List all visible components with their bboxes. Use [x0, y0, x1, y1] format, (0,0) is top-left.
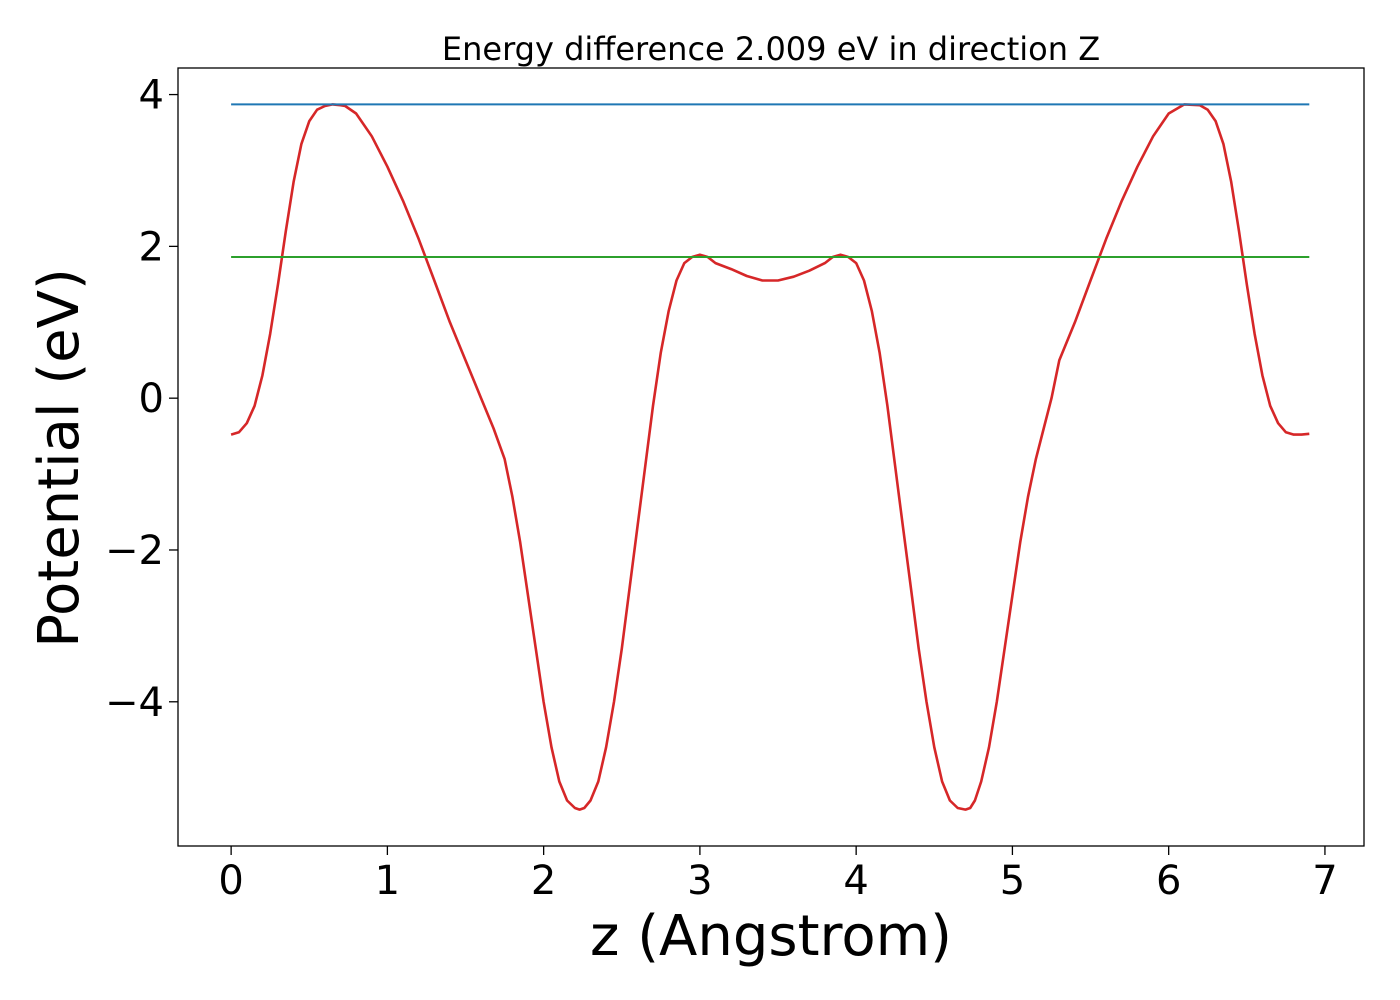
y-tick-label: −2	[105, 528, 164, 574]
chart-title: Energy difference 2.009 eV in direction …	[442, 30, 1100, 68]
y-tick-label: 0	[139, 376, 164, 422]
x-axis-ticks: 0 1 2 3 4 5 6 7	[218, 846, 1338, 904]
plot-frame	[177, 67, 1365, 847]
x-tick-label: 7	[1312, 858, 1337, 904]
x-tick-label: 2	[531, 858, 556, 904]
y-tick-label: 2	[139, 224, 164, 270]
x-tick-label: 6	[1156, 858, 1181, 904]
potential-curve	[230, 103, 1310, 811]
x-tick-label: 5	[1000, 858, 1025, 904]
x-axis-label: z (Angstrom)	[590, 904, 952, 969]
x-tick-label: 3	[687, 858, 712, 904]
y-tick-label: −4	[105, 680, 164, 726]
x-tick-label: 4	[843, 858, 868, 904]
y-axis-label: Potential (eV)	[27, 268, 92, 648]
y-axis-ticks: −4 −2 0 2 4	[105, 73, 178, 726]
y-tick-label: 4	[139, 73, 164, 119]
x-tick-label: 1	[375, 858, 400, 904]
x-tick-label: 0	[218, 858, 243, 904]
series-layer	[230, 103, 1310, 811]
